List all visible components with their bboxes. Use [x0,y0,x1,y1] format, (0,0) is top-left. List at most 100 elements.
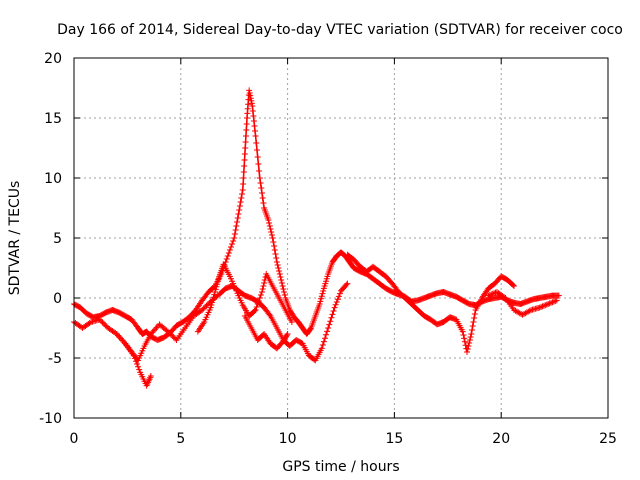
data-point [268,229,275,235]
data-point [283,332,290,339]
data-point [249,103,256,109]
data-point [467,334,474,340]
data-point [163,327,170,334]
data-point [332,301,339,308]
data-point [470,319,477,325]
data-point [260,200,267,206]
data-point [275,265,282,271]
data-point [461,335,468,342]
data-point [265,217,272,223]
data-point [248,97,255,104]
data-point [330,308,337,314]
data-point [468,331,475,337]
data-point [511,283,518,289]
data-point [224,253,231,259]
x-tick-label: 20 [492,431,510,447]
data-point [333,299,340,305]
data-point [325,325,332,331]
y-tick-label: 15 [44,111,62,127]
series-track-c [113,280,351,364]
data-point [543,301,550,308]
data-point [231,235,238,241]
data-point [324,328,331,335]
data-point [102,322,109,329]
data-point [464,346,471,352]
data-point [271,247,278,253]
data-point [242,133,249,139]
data-point [230,238,237,244]
data-point [252,128,259,134]
y-tick-label: -5 [48,351,62,367]
data-point [169,332,176,339]
data-point [279,283,286,289]
data-point [489,290,496,297]
data-point [316,301,323,307]
data-point [276,271,283,277]
data-point [550,298,557,305]
data-point [278,277,285,283]
data-point [136,366,143,373]
x-tick-label: 10 [279,431,297,447]
data-point [240,181,247,187]
data-point [459,328,466,335]
data-point [277,274,284,280]
data-point [253,140,260,146]
data-point [167,331,174,338]
data-point [328,314,335,321]
data-point [540,302,547,309]
data-point [273,259,280,265]
data-point [329,311,336,318]
series-track-a [71,87,562,343]
data-point [98,318,105,324]
data-point [252,133,259,139]
data-point [266,220,273,226]
data-point [208,302,215,308]
y-axis-label: SDTVAR / TECUs [7,181,23,296]
data-point [469,323,476,329]
data-point [249,108,256,114]
data-point [462,342,469,349]
data-point [236,203,243,209]
data-point [319,342,326,348]
data-point [485,292,492,299]
y-tick-label: 20 [44,51,62,67]
data-point [509,282,516,288]
x-tick-label: 25 [599,431,617,447]
data-point [211,289,218,295]
data-point [261,280,268,286]
data-point [209,296,216,303]
data-point [344,280,351,287]
data-point [203,302,210,309]
data-point [241,151,248,157]
data-point [172,335,179,342]
data-point [269,235,276,241]
x-tick-label: 0 [70,431,79,447]
data-point [214,281,221,288]
data-point [280,286,287,292]
data-point [199,307,206,313]
data-point [466,337,473,343]
data-point [274,262,281,268]
data-point [251,308,258,314]
data-point [147,373,154,379]
data-point [253,147,260,153]
data-point [247,92,254,99]
data-point [255,298,262,304]
data-point [204,301,211,308]
data-point [256,168,263,174]
data-point [256,295,263,301]
data-point [213,283,220,290]
data-point [239,191,246,197]
series-track-f [344,251,518,355]
data-point [465,343,472,349]
data-point [239,187,246,193]
data-series [71,87,562,389]
series-track-g [485,289,560,318]
data-point [237,199,244,205]
data-point [552,298,559,304]
y-tick-label: 10 [44,171,62,187]
data-point [212,286,219,293]
data-point [226,247,233,253]
data-point [343,281,350,288]
data-point [112,330,119,336]
